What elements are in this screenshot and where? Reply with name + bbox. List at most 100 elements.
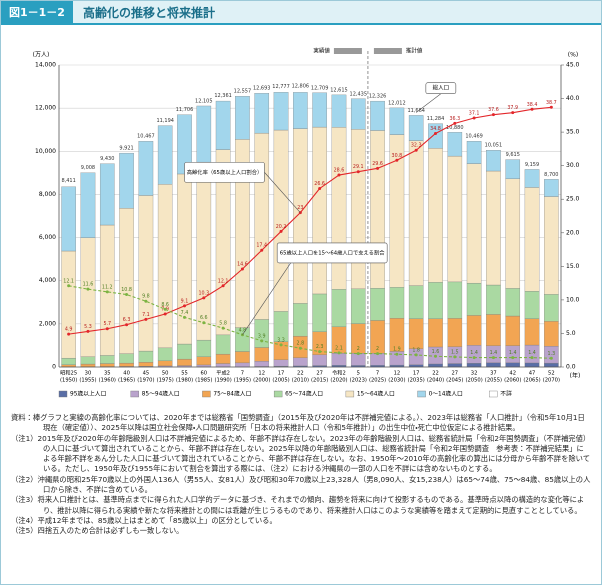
total-label: 12,361 (214, 93, 232, 99)
line-marker (414, 353, 418, 357)
figure-title: 高齢化の推移と将来推計 (82, 5, 215, 20)
line-value-label: 11.6 (83, 282, 94, 288)
bar-segment (486, 362, 501, 368)
bar-segment (447, 281, 463, 319)
line-marker (511, 111, 515, 115)
line-value-label: 2 (357, 346, 360, 352)
line-value-label: 2.3 (316, 344, 324, 350)
bar-segment (312, 92, 327, 128)
x-tick-label: 50 (162, 371, 169, 377)
x-tick-label: 27 (452, 371, 459, 377)
x-tick-year: (2045) (446, 378, 463, 384)
line-value-label: 1.8 (412, 347, 420, 353)
bar-segment (370, 288, 385, 321)
x-tick-year: (2065) (523, 378, 540, 384)
x-tick-label: 17 (278, 371, 285, 377)
total-label: 10,051 (485, 143, 503, 149)
y2-tick-label: 25.0 (566, 196, 580, 203)
bar-segment (80, 172, 96, 238)
x-tick-year: (1990) (214, 378, 231, 384)
y2-tick-label: 35.0 (566, 129, 580, 136)
legend-label: 65～74歳人口 (285, 390, 323, 398)
x-tick-label: 平成2 (216, 369, 230, 377)
bar-segment (524, 291, 540, 319)
x-tick-year: (1975) (157, 378, 174, 384)
line-value-label: 20.2 (276, 224, 287, 230)
arrow-box (373, 48, 402, 54)
bar-segment (293, 303, 308, 337)
legend-swatch (202, 390, 211, 398)
bar-segment (138, 141, 154, 196)
bar-segment (157, 360, 173, 367)
bar-segment (447, 318, 463, 347)
bar-segment (312, 354, 327, 366)
bar-segment (524, 362, 540, 368)
line-marker (356, 352, 360, 356)
bar-segment (466, 363, 482, 368)
line-value-label: 12.1 (63, 278, 74, 284)
line-marker (105, 327, 109, 331)
total-label: 11,194 (156, 118, 174, 124)
bar-segment (293, 128, 308, 304)
line-value-label: 2 (376, 346, 379, 352)
bar-segment (447, 155, 463, 283)
x-tick-label: 12 (394, 371, 401, 377)
y-unit: (万人) (33, 52, 50, 59)
total-label: 12,012 (388, 100, 406, 106)
bar-segment (61, 364, 76, 367)
total-label: 9,615 (506, 152, 520, 158)
line-value-label: 26.6 (314, 181, 325, 187)
bar-segment (235, 351, 250, 364)
total-label: 11,284 (427, 116, 445, 122)
x-tick-year: (2020) (330, 378, 347, 384)
y2-tick-label: 5.0 (566, 330, 576, 337)
x-tick-label: 7 (376, 371, 379, 377)
line-marker (549, 356, 553, 360)
bar-segment (157, 184, 173, 349)
x-tick-year: (2035) (408, 378, 425, 384)
bar-segment (544, 362, 559, 368)
x-tick-label: 22 (297, 371, 304, 377)
total-label: 12,615 (330, 87, 348, 93)
arrow-box (333, 48, 362, 54)
legend-swatch (273, 390, 283, 398)
bar-segment (80, 356, 96, 365)
line-value-label: 36.3 (449, 116, 460, 122)
line-value-label: 28.6 (334, 168, 345, 174)
bar-segment (312, 126, 327, 295)
x-tick-year: (2030) (388, 378, 405, 384)
bar-segment (370, 353, 385, 366)
line-marker (221, 284, 225, 288)
line-value-label: 7.1 (142, 312, 150, 318)
bar-segment (505, 159, 521, 180)
bar-segment (466, 163, 482, 284)
bar-segment (254, 132, 270, 320)
x-tick-label: 37 (490, 371, 497, 377)
x-tick-label: 30 (85, 371, 92, 377)
figure-number: 図1－1－2 (1, 1, 73, 23)
total-label: 8,700 (544, 172, 558, 178)
line-value-label: 4.9 (65, 327, 73, 333)
bar-segment (61, 186, 76, 252)
x-tick-label: 令和2 (332, 369, 346, 377)
line-value-label: 5.7 (103, 321, 111, 327)
bar-segment (428, 148, 443, 283)
bar-segment (215, 363, 231, 368)
bar-segment (544, 196, 559, 295)
notes: 資料：棒グラフと実線の高齢化率については、2020年までは総務省「国勢調査」（2… (11, 413, 591, 537)
bar-segment (254, 93, 270, 134)
bar-segment (61, 250, 76, 359)
line-marker (530, 107, 534, 111)
legend-label: 0～14歳人口 (429, 390, 463, 398)
bar-segment (235, 96, 250, 140)
bar-segment (331, 94, 347, 128)
line-value-label: 6.3 (123, 317, 131, 323)
x-tick-year: (2023) (350, 378, 367, 384)
bar-segment (293, 357, 308, 367)
bar-segment (389, 107, 405, 135)
bar-segment (428, 318, 443, 348)
total-label: 9,008 (81, 165, 95, 171)
bar-segment (408, 115, 424, 141)
support-pointer (242, 262, 291, 335)
line-marker (472, 116, 476, 120)
